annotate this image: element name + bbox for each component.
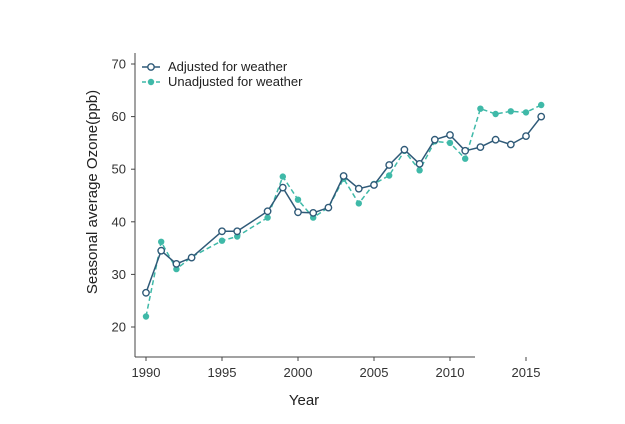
data-point: [142, 288, 150, 297]
x-tick-label: 1990: [132, 365, 161, 380]
legend-marker-unadjusted: [147, 78, 155, 86]
data-point: [355, 200, 362, 207]
data-point: [218, 237, 226, 244]
y-tick-label: 50: [112, 162, 126, 177]
series-line: [145, 104, 542, 317]
data-point: [400, 145, 409, 154]
series-adjusted: [142, 112, 546, 297]
data-point: [446, 139, 454, 147]
legend-label-unadjusted: Unadjusted for weather: [168, 74, 303, 89]
data-point: [264, 214, 271, 221]
x-tick-label: 2010: [436, 365, 465, 380]
y-tick-label: 70: [112, 57, 126, 72]
data-point: [386, 172, 393, 179]
y-tick-label: 40: [112, 214, 126, 229]
y-tick-group: 20 30 40 50 60 70: [112, 57, 135, 335]
data-point: [370, 181, 378, 189]
data-point: [142, 313, 150, 320]
data-point: [309, 208, 318, 217]
data-point: [385, 161, 394, 169]
data-point: [430, 135, 439, 144]
data-point: [324, 203, 333, 212]
y-tick-label: 30: [112, 267, 126, 282]
legend-label-adjusted: Adjusted for weather: [168, 59, 288, 74]
data-point: [263, 207, 272, 216]
y-tick-label: 60: [112, 109, 126, 124]
data-point: [446, 131, 454, 139]
data-point: [218, 227, 226, 236]
data-point: [416, 167, 423, 174]
data-point: [354, 184, 363, 193]
data-point: [279, 173, 286, 180]
legend-item-adjusted: Adjusted for weather: [142, 59, 288, 74]
data-point: [462, 155, 469, 162]
legend: Adjusted for weather Unadjusted for weat…: [142, 59, 303, 89]
legend-marker-adjusted: [147, 63, 155, 71]
data-point: [233, 227, 242, 236]
data-point: [278, 183, 287, 192]
y-axis-title: Seasonal average Ozone(ppb): [84, 90, 101, 294]
data-point: [537, 112, 546, 121]
data-point: [339, 172, 348, 180]
legend-item-unadjusted: Unadjusted for weather: [142, 74, 303, 89]
data-point: [294, 196, 302, 203]
x-tick-label: 2005: [360, 365, 389, 380]
series-unadjusted: [142, 101, 545, 320]
data-point: [522, 109, 530, 116]
data-point: [477, 105, 484, 112]
data-point: [157, 246, 166, 255]
data-point: [294, 208, 302, 217]
data-point: [507, 108, 514, 115]
data-point: [461, 146, 470, 155]
data-point: [158, 238, 165, 245]
series-layer: [142, 101, 546, 320]
x-axis-title: Year: [289, 392, 319, 409]
data-point: [234, 233, 241, 240]
data-point: [172, 259, 181, 268]
data-point: [173, 265, 180, 273]
data-point: [476, 143, 485, 152]
x-tick-label: 1995: [208, 365, 237, 380]
data-point: [492, 110, 499, 118]
x-tick-group: 1990 1995 2000 2005 2010 2015: [132, 357, 541, 380]
data-point: [506, 140, 515, 149]
series-line: [145, 116, 542, 294]
data-point: [187, 253, 196, 262]
y-tick-label: 20: [112, 320, 126, 335]
x-tick-label: 2000: [284, 365, 313, 380]
data-point: [491, 135, 500, 144]
data-point: [538, 101, 545, 109]
x-tick-label: 2015: [512, 365, 541, 380]
data-point: [522, 132, 530, 141]
data-point: [415, 159, 424, 168]
